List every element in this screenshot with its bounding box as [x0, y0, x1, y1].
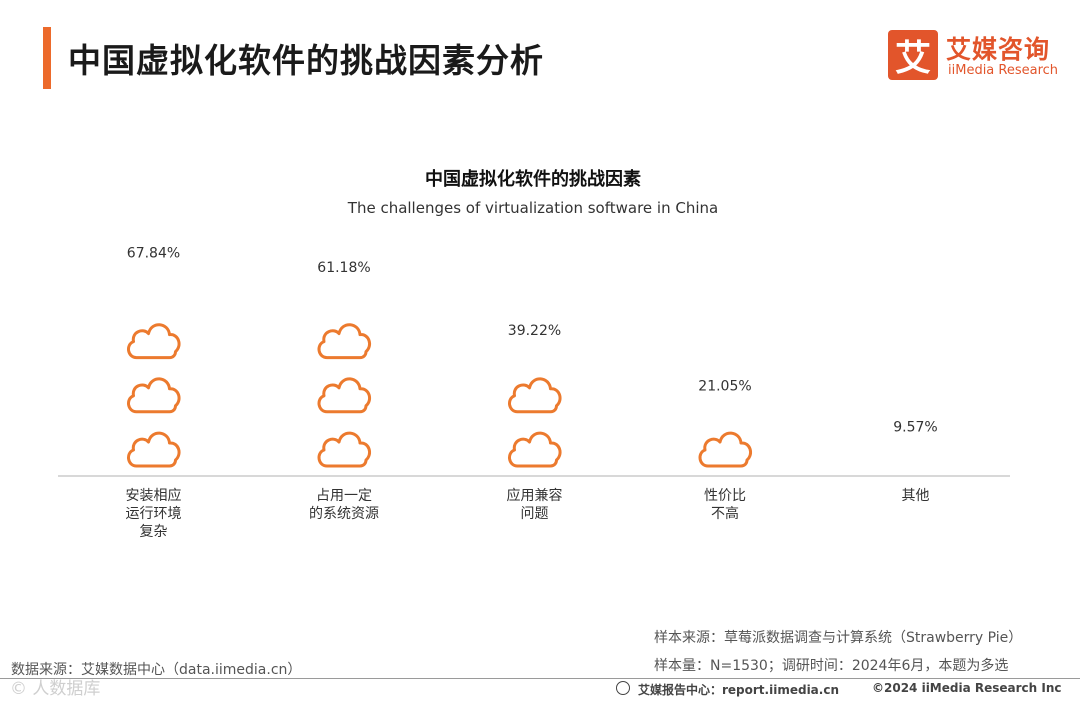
sample-size: 样本量：N=1530；调研时间：2024年6月，本题为多选: [654, 658, 1009, 674]
data-source: 数据来源：艾媒数据中心（data.iimedia.cn）: [11, 662, 302, 678]
category-label: 复杂: [140, 523, 168, 540]
category-label: 不高: [711, 505, 739, 522]
cloud-icon: [127, 431, 181, 468]
cloud-icon: [508, 377, 562, 414]
cloud-icon: [317, 377, 372, 414]
logo-name-cn: 艾媒咨询: [946, 35, 1051, 64]
logo-mark: 艾: [888, 30, 938, 80]
category-label: 安装相应: [126, 487, 182, 504]
bar-2: [508, 377, 562, 468]
category-label: 性价比: [704, 488, 746, 504]
value-label: 39.22%: [508, 323, 561, 339]
cloud-icon: [127, 377, 181, 414]
globe-icon: [616, 681, 630, 695]
cloud-icon: [317, 323, 372, 360]
cloud-icon-partial: [128, 270, 179, 303]
category-label: 问题: [521, 506, 549, 522]
value-label: 61.18%: [317, 260, 370, 276]
footer-divider: [0, 678, 1080, 679]
copyright: ©2024 iiMedia Research Inc: [872, 681, 1062, 695]
bar-3: [698, 431, 753, 468]
value-label: 21.05%: [698, 379, 751, 395]
category-label: 应用兼容: [507, 487, 563, 504]
cloud-icon: [127, 323, 181, 360]
title-accent-bar: [43, 27, 51, 89]
value-label: 67.84%: [127, 245, 180, 261]
chart-title: 中国虚拟化软件的挑战因素: [425, 169, 641, 190]
cloud-icon: [317, 431, 372, 468]
cloud-icon-partial: [890, 433, 941, 466]
bar-0: [127, 270, 181, 468]
report-center: 艾媒报告中心：report.iimedia.cn: [638, 683, 839, 697]
cloud-icon: [698, 431, 753, 468]
sample-source: 样本来源：草莓派数据调查与计算系统（Strawberry Pie）: [654, 630, 1023, 646]
bar-4: [890, 433, 941, 466]
value-label: 9.57%: [893, 419, 937, 435]
logo-name-en: iiMedia Research: [948, 63, 1059, 78]
category-label: 的系统资源: [309, 506, 379, 522]
watermark: © 人数据库: [10, 679, 101, 699]
category-label: 其他: [902, 488, 930, 504]
page-title: 中国虚拟化软件的挑战因素分析: [68, 41, 544, 80]
brand-logo: 艾 艾媒咨询 iiMedia Research: [888, 30, 1060, 82]
bar-1: [317, 323, 372, 468]
category-label: 占用一定: [316, 488, 372, 504]
chart-subtitle: The challenges of virtualization softwar…: [347, 199, 719, 217]
cloud-icon: [508, 431, 562, 468]
category-label: 运行环境: [126, 506, 182, 522]
